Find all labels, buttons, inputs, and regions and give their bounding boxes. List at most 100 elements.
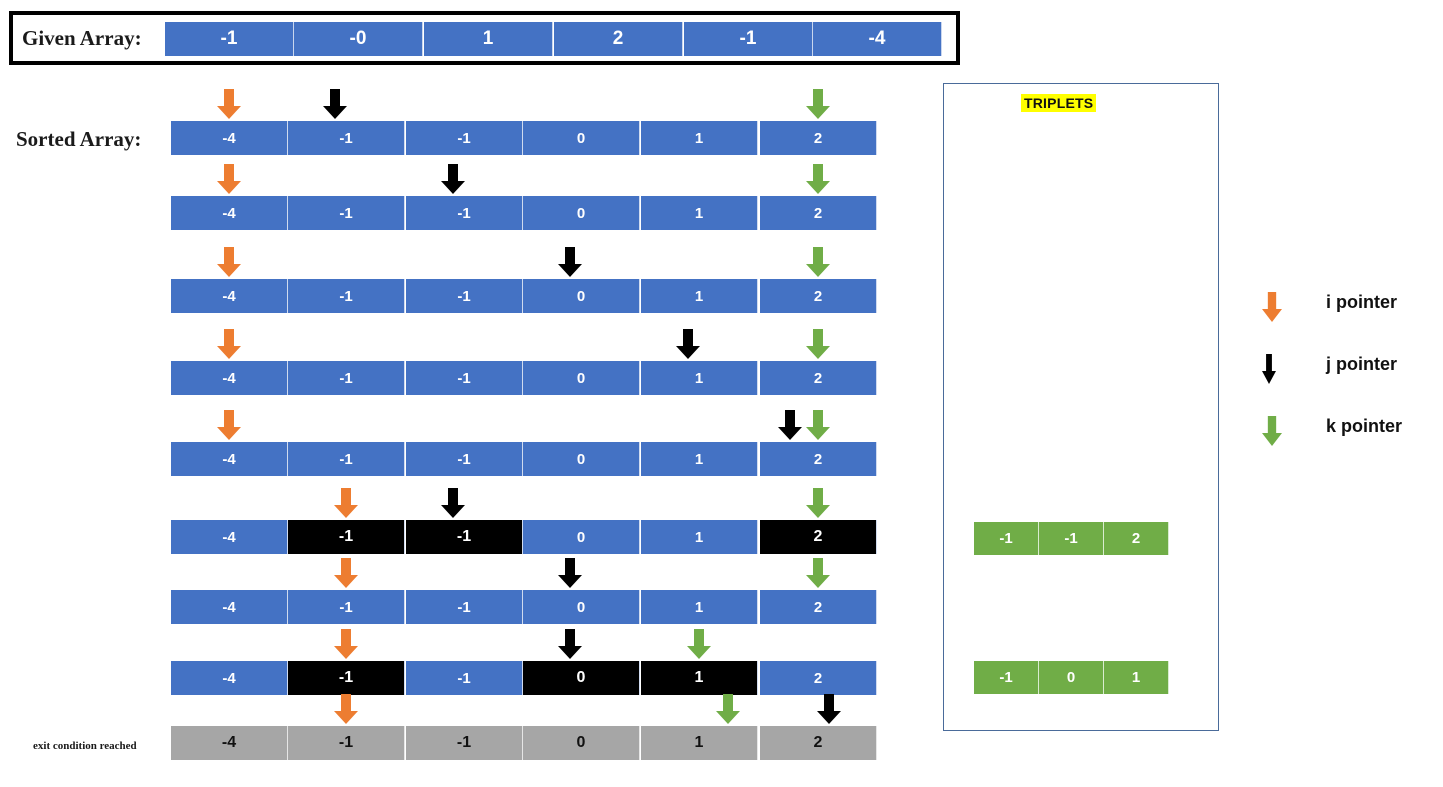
array-cell: 0	[523, 121, 640, 155]
triplets-title: TRIPLETS	[1021, 94, 1097, 112]
array-cell: 2	[760, 520, 877, 554]
array-cell: 1	[641, 196, 758, 230]
given-array-cell: -0	[294, 22, 423, 56]
j-pointer-arrow-icon	[441, 488, 465, 518]
given-array-cell: 2	[554, 22, 683, 56]
array-cell: 2	[760, 442, 877, 476]
array-cell: 2	[760, 661, 877, 695]
j-pointer-arrow-icon	[558, 629, 582, 659]
array-cell: 1	[641, 442, 758, 476]
i-pointer-arrow-icon	[334, 558, 358, 588]
array-cell: -1	[288, 661, 405, 695]
j-pointer-arrow-icon	[441, 164, 465, 194]
array-cell: 1	[641, 661, 758, 695]
array-cell: -1	[406, 196, 523, 230]
array-cell: 0	[523, 661, 640, 695]
array-cell: -4	[171, 520, 288, 554]
j-pointer-arrow-icon	[323, 89, 347, 119]
i-pointer-arrow-icon	[217, 410, 241, 440]
orange-down-arrow-icon	[1262, 292, 1282, 322]
array-cell: 2	[760, 279, 877, 313]
k-pointer-arrow-icon	[806, 558, 830, 588]
array-cell: 2	[760, 726, 877, 760]
triplet-cell: 0	[1039, 661, 1104, 694]
i-pointer-arrow-icon	[217, 247, 241, 277]
j-pointer-arrow-icon	[676, 329, 700, 359]
legend-label: i pointer	[1326, 292, 1397, 312]
array-cell: 1	[641, 726, 758, 760]
array-cell: 0	[523, 196, 640, 230]
triplet-cell: -1	[974, 661, 1039, 694]
given-array-cell: -1	[684, 22, 813, 56]
array-cell: -4	[171, 726, 288, 760]
array-cell: -4	[171, 661, 288, 695]
array-cell: -4	[171, 121, 288, 155]
array-cell: 0	[523, 361, 640, 395]
green-down-arrow-icon	[1262, 416, 1282, 446]
array-cell: -4	[171, 590, 288, 624]
array-cell: -1	[406, 442, 523, 476]
array-cell: 2	[760, 121, 877, 155]
k-pointer-arrow-icon	[806, 488, 830, 518]
array-cell: -4	[171, 361, 288, 395]
exit-condition-label: exit condition reached	[33, 740, 137, 752]
array-cell: -1	[288, 520, 405, 554]
legend-label: j pointer	[1326, 354, 1397, 374]
array-cell: -1	[406, 661, 523, 695]
array-cell: 0	[523, 279, 640, 313]
array-cell: 0	[523, 726, 640, 760]
i-pointer-arrow-icon	[217, 329, 241, 359]
array-cell: 2	[760, 590, 877, 624]
array-cell: -1	[288, 279, 405, 313]
array-cell: 1	[641, 590, 758, 624]
array-cell: -1	[288, 442, 405, 476]
array-cell: -4	[171, 279, 288, 313]
array-cell: 2	[760, 196, 877, 230]
array-cell: -4	[171, 442, 288, 476]
array-cell: 0	[523, 520, 640, 554]
array-cell: -1	[406, 361, 523, 395]
sorted-array-label: Sorted Array:	[16, 127, 142, 151]
array-cell: -1	[406, 590, 523, 624]
array-cell: 1	[641, 520, 758, 554]
i-pointer-arrow-icon	[217, 164, 241, 194]
i-pointer-arrow-icon	[334, 488, 358, 518]
array-cell: -1	[406, 279, 523, 313]
given-array-cell: -1	[165, 22, 294, 56]
triplet-cell: -1	[1039, 522, 1104, 555]
i-pointer-arrow-icon	[217, 89, 241, 119]
k-pointer-arrow-icon	[687, 629, 711, 659]
array-cell: 0	[523, 442, 640, 476]
array-cell: 1	[641, 361, 758, 395]
triplet-cell: -1	[974, 522, 1039, 555]
i-pointer-arrow-icon	[334, 694, 358, 724]
k-pointer-arrow-icon	[806, 247, 830, 277]
j-pointer-arrow-icon	[558, 558, 582, 588]
i-pointer-arrow-icon	[334, 629, 358, 659]
array-cell: 1	[641, 279, 758, 313]
j-pointer-arrow-icon	[778, 410, 802, 440]
array-cell: -1	[288, 196, 405, 230]
array-cell: -1	[406, 520, 523, 554]
array-cell: -4	[171, 196, 288, 230]
legend-label: k pointer	[1326, 416, 1403, 436]
array-cell: -1	[288, 590, 405, 624]
array-cell: 0	[523, 590, 640, 624]
array-cell: -1	[288, 121, 405, 155]
k-pointer-arrow-icon	[716, 694, 740, 724]
array-cell: -1	[406, 726, 523, 760]
k-pointer-arrow-icon	[806, 164, 830, 194]
array-cell: 1	[641, 121, 758, 155]
j-pointer-arrow-icon	[817, 694, 841, 724]
k-pointer-arrow-icon	[806, 329, 830, 359]
triplets-panel	[943, 83, 1219, 731]
given-array-cell: 1	[424, 22, 553, 56]
array-cell: -1	[288, 726, 405, 760]
triplet-cell: 1	[1104, 661, 1169, 694]
triplet-cell: 2	[1104, 522, 1169, 555]
k-pointer-arrow-icon	[806, 410, 830, 440]
k-pointer-arrow-icon	[806, 89, 830, 119]
given-array-label: Given Array:	[22, 26, 142, 50]
array-cell: -1	[288, 361, 405, 395]
black-down-arrow-icon	[1262, 354, 1276, 384]
